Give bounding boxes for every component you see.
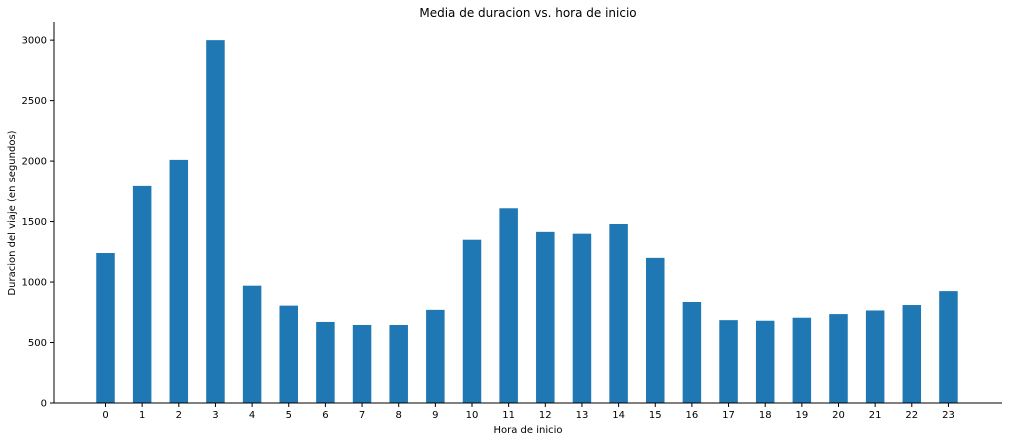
y-axis-label: Duracion del viaje (en segundos): [7, 130, 18, 295]
bar-5: [279, 305, 298, 403]
y-tick-label-2500: 2500: [22, 96, 47, 107]
x-tick-label-4: 4: [249, 410, 255, 421]
bar-8: [389, 324, 408, 403]
bar-7: [352, 324, 372, 403]
bars-group: [96, 40, 958, 403]
y-tick-label-1500: 1500: [22, 217, 47, 228]
bar-15: [646, 257, 665, 403]
bar-23: [939, 291, 958, 403]
bar-16: [682, 302, 702, 403]
x-tick-label-23: 23: [942, 410, 955, 421]
x-tick-label-0: 0: [102, 410, 108, 421]
x-tick-label-16: 16: [686, 410, 699, 421]
y-axis-ticks: 0 500 1000 1500 2000 2500 3000: [22, 36, 54, 410]
x-tick-label-12: 12: [539, 410, 552, 421]
x-tick-label-17: 17: [722, 410, 735, 421]
bar-12: [536, 231, 555, 403]
x-tick-label-6: 6: [322, 410, 328, 421]
x-tick-label-19: 19: [795, 410, 808, 421]
bar-18: [755, 320, 775, 403]
x-tick-label-3: 3: [212, 410, 218, 421]
x-tick-label-14: 14: [612, 410, 625, 421]
x-tick-label-21: 21: [869, 410, 882, 421]
x-tick-label-18: 18: [759, 410, 772, 421]
bar-17: [719, 320, 738, 403]
x-tick-label-22: 22: [905, 410, 918, 421]
x-axis-ticks: 0 1 2 3 4 5 6 7 8 9 10 11 12 13 14 15 16 17 18 19 20 21 22 23: [102, 403, 955, 421]
bar-10: [462, 239, 482, 403]
bar-6: [316, 321, 335, 403]
bar-13: [572, 233, 592, 403]
y-tick-label-0: 0: [41, 399, 47, 410]
y-tick-label-500: 500: [28, 338, 47, 349]
bar-4: [242, 285, 262, 403]
chart-title: Media de duracion vs. hora de inicio: [419, 6, 636, 20]
bar-11: [499, 208, 518, 403]
x-tick-label-13: 13: [576, 410, 589, 421]
x-tick-label-9: 9: [432, 410, 438, 421]
bar-21: [865, 310, 885, 403]
y-tick-label-2000: 2000: [22, 157, 47, 168]
bar-0: [96, 253, 115, 403]
x-tick-label-20: 20: [832, 410, 845, 421]
bar-3: [206, 40, 225, 403]
bar-19: [792, 317, 812, 403]
x-tick-label-7: 7: [359, 410, 365, 421]
x-axis-label: Hora de inicio: [493, 425, 562, 436]
x-tick-label-1: 1: [139, 410, 145, 421]
y-tick-label-1000: 1000: [22, 278, 47, 289]
x-tick-label-11: 11: [502, 410, 515, 421]
bar-20: [829, 314, 848, 403]
x-tick-label-2: 2: [176, 410, 182, 421]
bar-9: [426, 309, 445, 403]
x-tick-label-8: 8: [396, 410, 402, 421]
bar-14: [609, 223, 628, 403]
x-tick-label-10: 10: [466, 410, 479, 421]
x-tick-label-15: 15: [649, 410, 662, 421]
x-tick-label-5: 5: [286, 410, 292, 421]
y-tick-label-3000: 3000: [22, 36, 47, 47]
bar-1: [132, 185, 152, 403]
bar-2: [169, 159, 189, 403]
bar-22: [902, 305, 922, 403]
